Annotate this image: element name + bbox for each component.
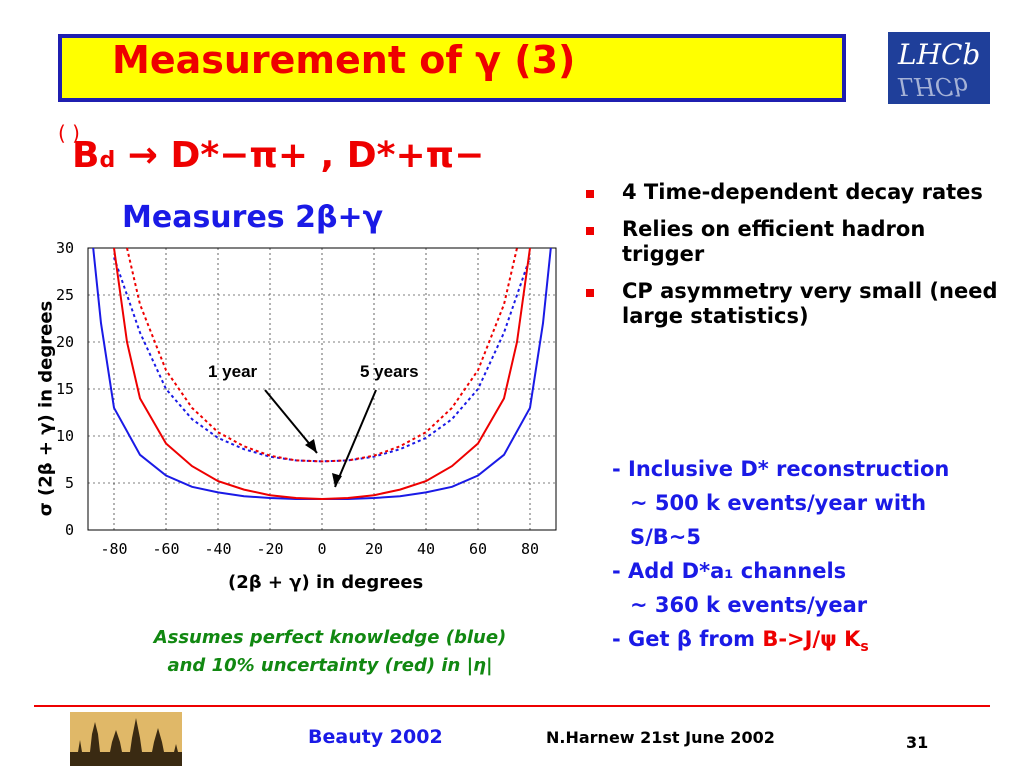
- note-line: ~ 360 k events/year: [630, 593, 868, 617]
- series-line: [126, 247, 518, 463]
- annotation-5-years: 5 years: [360, 362, 419, 381]
- x-tick-label: 40: [417, 540, 435, 558]
- y-tick-label: 0: [65, 521, 74, 539]
- footer-author-date: N.Harnew 21st June 2002: [546, 728, 775, 747]
- arrow-5-years-head: [332, 473, 342, 487]
- chart-y-axis-label: σ (2β + γ) in degrees: [35, 300, 57, 517]
- x-tick-label: -80: [100, 540, 127, 558]
- cathedral-image: [70, 712, 182, 766]
- bullet-marker: [586, 289, 594, 297]
- series-line: [113, 257, 531, 463]
- bullet-list: 4 Time-dependent decay rates Relies on e…: [586, 180, 1006, 341]
- decay-formula: ( ) Bd → D*−π+ , D*+π−: [58, 121, 485, 176]
- y-tick-label: 10: [56, 427, 74, 445]
- note-line: ~ 500 k events/year with: [630, 491, 927, 515]
- x-tick-label: 80: [521, 540, 539, 558]
- slide-title: Measurement of γ (3): [112, 38, 576, 82]
- footer-event: Beauty 2002: [308, 726, 443, 748]
- footer-divider: [34, 705, 990, 707]
- x-tick-label: 20: [365, 540, 383, 558]
- measures-label: Measures 2β+γ: [122, 200, 384, 235]
- note-line: S/B~5: [630, 525, 702, 549]
- lhcb-logo: LHCb LHCb: [888, 32, 990, 104]
- decay-arrow: →: [127, 135, 158, 176]
- title-box: [58, 34, 846, 102]
- decay-channel-1: D*−π+: [170, 135, 308, 176]
- decay-separator: ,: [320, 135, 335, 176]
- y-tick-label: 30: [56, 239, 74, 257]
- bullet-item: Relies on efficient hadron trigger: [586, 217, 1006, 267]
- arrow-5-years-shaft: [334, 389, 377, 488]
- bullet-marker: [586, 190, 594, 198]
- caption-line: and 10% uncertainty (red) in |η|: [167, 655, 493, 676]
- x-tick-label: -60: [152, 540, 179, 558]
- x-tick-label: -40: [204, 540, 231, 558]
- x-tick-label: 60: [469, 540, 487, 558]
- bullet-item: CP asymmetry very small (need large stat…: [586, 279, 1006, 329]
- series-line: [113, 247, 531, 501]
- caption-line: Assumes perfect knowledge (blue): [153, 627, 507, 648]
- note-line: - Add D*a₁ channels: [612, 559, 847, 583]
- bullet-item: 4 Time-dependent decay rates: [586, 180, 1006, 205]
- cathedral-silhouette-icon: [70, 712, 182, 766]
- arrow-1-year-shaft: [264, 389, 318, 454]
- y-tick-label: 5: [65, 474, 74, 492]
- note-line: - Inclusive D* reconstruction: [612, 457, 950, 481]
- x-tick-label: -20: [256, 540, 283, 558]
- decay-meson-sub: d: [99, 148, 116, 173]
- sigma-chart: -80 -60 -40 -20 0 20 40 60 80 0 5 10 15 20 25 30 1 year 5…: [56, 239, 557, 558]
- decay-paren: ( ): [58, 121, 80, 145]
- y-tick-label: 25: [56, 286, 74, 304]
- annotation-1-year: 1 year: [208, 362, 258, 381]
- y-tick-label: 15: [56, 380, 74, 398]
- logo-reflection: LHCb: [898, 72, 969, 100]
- logo-text: LHCb: [898, 38, 981, 71]
- note-line-last: - Get β from B->J/ψ Ks: [612, 627, 869, 656]
- notes-block: - Inclusive D* reconstruction ~ 500 k ev…: [612, 452, 949, 664]
- chart-caption: Assumes perfect knowledge (blue) and 10%…: [92, 624, 568, 680]
- y-tick-label: 20: [56, 333, 74, 351]
- decay-meson: B: [72, 135, 100, 176]
- footer-page-number: 31: [906, 733, 929, 752]
- decay-channel-2: D*+π−: [346, 135, 485, 176]
- chart-x-axis-label: (2β + γ) in degrees: [228, 572, 424, 593]
- x-tick-label: 0: [317, 540, 326, 558]
- bullet-marker: [586, 227, 594, 235]
- arrow-1-year-head: [305, 439, 317, 453]
